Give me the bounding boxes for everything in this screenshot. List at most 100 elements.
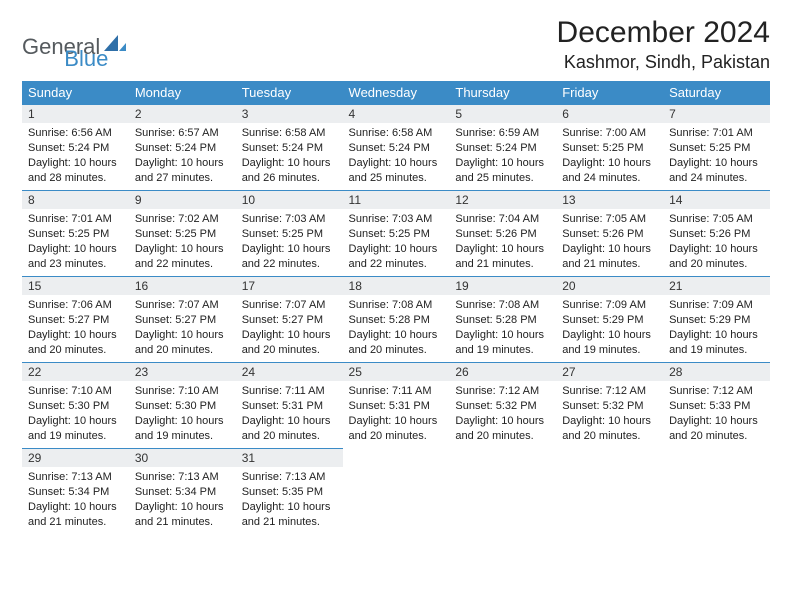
day-number: 18 [343, 277, 450, 295]
title-block: December 2024 Kashmor, Sindh, Pakistan [557, 16, 770, 73]
sunset-line: Sunset: 5:25 PM [135, 227, 230, 242]
sunset-line: Sunset: 5:25 PM [349, 227, 444, 242]
daylight-line: Daylight: 10 hours and 20 minutes. [562, 414, 657, 444]
sunrise-line: Sunrise: 6:59 AM [455, 126, 550, 141]
sunrise-line: Sunrise: 7:05 AM [562, 212, 657, 227]
calendar-row: 15Sunrise: 7:06 AMSunset: 5:27 PMDayligh… [22, 277, 770, 363]
day-number: 31 [236, 449, 343, 467]
sunrise-line: Sunrise: 7:00 AM [562, 126, 657, 141]
day-info: Sunrise: 7:09 AMSunset: 5:29 PMDaylight:… [663, 295, 770, 361]
day-number: 9 [129, 191, 236, 209]
sunset-line: Sunset: 5:26 PM [455, 227, 550, 242]
day-info: Sunrise: 7:11 AMSunset: 5:31 PMDaylight:… [236, 381, 343, 447]
day-info: Sunrise: 7:07 AMSunset: 5:27 PMDaylight:… [129, 295, 236, 361]
calendar-cell: 21Sunrise: 7:09 AMSunset: 5:29 PMDayligh… [663, 277, 770, 363]
month-title: December 2024 [557, 16, 770, 50]
sunrise-line: Sunrise: 7:10 AM [135, 384, 230, 399]
sunset-line: Sunset: 5:24 PM [349, 141, 444, 156]
sunset-line: Sunset: 5:30 PM [28, 399, 123, 414]
sunset-line: Sunset: 5:34 PM [135, 485, 230, 500]
daylight-line: Daylight: 10 hours and 24 minutes. [669, 156, 764, 186]
day-number: 24 [236, 363, 343, 381]
sunrise-line: Sunrise: 7:02 AM [135, 212, 230, 227]
calendar-cell: 6Sunrise: 7:00 AMSunset: 5:25 PMDaylight… [556, 105, 663, 191]
day-info: Sunrise: 7:01 AMSunset: 5:25 PMDaylight:… [663, 123, 770, 189]
weekday-header: Thursday [449, 81, 556, 105]
sunset-line: Sunset: 5:32 PM [455, 399, 550, 414]
sunrise-line: Sunrise: 6:58 AM [349, 126, 444, 141]
day-info: Sunrise: 7:13 AMSunset: 5:35 PMDaylight:… [236, 467, 343, 533]
calendar-cell: 3Sunrise: 6:58 AMSunset: 5:24 PMDaylight… [236, 105, 343, 191]
calendar-cell: 16Sunrise: 7:07 AMSunset: 5:27 PMDayligh… [129, 277, 236, 363]
sunset-line: Sunset: 5:25 PM [242, 227, 337, 242]
daylight-line: Daylight: 10 hours and 28 minutes. [28, 156, 123, 186]
day-number: 13 [556, 191, 663, 209]
day-info: Sunrise: 7:09 AMSunset: 5:29 PMDaylight:… [556, 295, 663, 361]
sunrise-line: Sunrise: 7:07 AM [242, 298, 337, 313]
sunrise-line: Sunrise: 7:01 AM [669, 126, 764, 141]
calendar-cell: 9Sunrise: 7:02 AMSunset: 5:25 PMDaylight… [129, 191, 236, 277]
day-info: Sunrise: 7:10 AMSunset: 5:30 PMDaylight:… [129, 381, 236, 447]
sunrise-line: Sunrise: 6:56 AM [28, 126, 123, 141]
daylight-line: Daylight: 10 hours and 20 minutes. [349, 328, 444, 358]
calendar-page: General Blue December 2024 Kashmor, Sind… [0, 0, 792, 551]
calendar-cell: 10Sunrise: 7:03 AMSunset: 5:25 PMDayligh… [236, 191, 343, 277]
daylight-line: Daylight: 10 hours and 20 minutes. [242, 414, 337, 444]
day-number: 3 [236, 105, 343, 123]
daylight-line: Daylight: 10 hours and 22 minutes. [349, 242, 444, 272]
day-info: Sunrise: 7:12 AMSunset: 5:32 PMDaylight:… [449, 381, 556, 447]
sunrise-line: Sunrise: 7:13 AM [135, 470, 230, 485]
calendar-cell: 14Sunrise: 7:05 AMSunset: 5:26 PMDayligh… [663, 191, 770, 277]
calendar-table: Sunday Monday Tuesday Wednesday Thursday… [22, 81, 770, 535]
sunset-line: Sunset: 5:35 PM [242, 485, 337, 500]
daylight-line: Daylight: 10 hours and 24 minutes. [562, 156, 657, 186]
day-number: 4 [343, 105, 450, 123]
day-number: 22 [22, 363, 129, 381]
sunset-line: Sunset: 5:28 PM [455, 313, 550, 328]
daylight-line: Daylight: 10 hours and 21 minutes. [562, 242, 657, 272]
daylight-line: Daylight: 10 hours and 20 minutes. [669, 242, 764, 272]
day-number: 28 [663, 363, 770, 381]
daylight-line: Daylight: 10 hours and 20 minutes. [28, 328, 123, 358]
daylight-line: Daylight: 10 hours and 25 minutes. [349, 156, 444, 186]
day-info: Sunrise: 6:59 AMSunset: 5:24 PMDaylight:… [449, 123, 556, 189]
day-info: Sunrise: 7:12 AMSunset: 5:33 PMDaylight:… [663, 381, 770, 447]
sunrise-line: Sunrise: 7:13 AM [28, 470, 123, 485]
day-number: 27 [556, 363, 663, 381]
sunset-line: Sunset: 5:24 PM [135, 141, 230, 156]
sunset-line: Sunset: 5:24 PM [28, 141, 123, 156]
calendar-cell: 17Sunrise: 7:07 AMSunset: 5:27 PMDayligh… [236, 277, 343, 363]
calendar-cell: 27Sunrise: 7:12 AMSunset: 5:32 PMDayligh… [556, 363, 663, 449]
day-number: 23 [129, 363, 236, 381]
day-number: 20 [556, 277, 663, 295]
day-number: 11 [343, 191, 450, 209]
calendar-row: 29Sunrise: 7:13 AMSunset: 5:34 PMDayligh… [22, 449, 770, 535]
sunset-line: Sunset: 5:25 PM [28, 227, 123, 242]
calendar-cell: 19Sunrise: 7:08 AMSunset: 5:28 PMDayligh… [449, 277, 556, 363]
calendar-cell: 20Sunrise: 7:09 AMSunset: 5:29 PMDayligh… [556, 277, 663, 363]
day-info: Sunrise: 7:05 AMSunset: 5:26 PMDaylight:… [663, 209, 770, 275]
calendar-cell: 8Sunrise: 7:01 AMSunset: 5:25 PMDaylight… [22, 191, 129, 277]
day-info: Sunrise: 7:03 AMSunset: 5:25 PMDaylight:… [343, 209, 450, 275]
calendar-cell [663, 449, 770, 535]
calendar-cell: 22Sunrise: 7:10 AMSunset: 5:30 PMDayligh… [22, 363, 129, 449]
calendar-cell: 13Sunrise: 7:05 AMSunset: 5:26 PMDayligh… [556, 191, 663, 277]
calendar-cell: 4 Sunrise: 6:58 AMSunset: 5:24 PMDaylight… [343, 105, 450, 191]
day-number: 21 [663, 277, 770, 295]
daylight-line: Daylight: 10 hours and 19 minutes. [135, 414, 230, 444]
sunset-line: Sunset: 5:31 PM [349, 399, 444, 414]
sunset-line: Sunset: 5:34 PM [28, 485, 123, 500]
daylight-line: Daylight: 10 hours and 20 minutes. [455, 414, 550, 444]
sunrise-line: Sunrise: 7:01 AM [28, 212, 123, 227]
calendar-cell: 30Sunrise: 7:13 AMSunset: 5:34 PMDayligh… [129, 449, 236, 535]
sunset-line: Sunset: 5:33 PM [669, 399, 764, 414]
day-number: 6 [556, 105, 663, 123]
weekday-header: Monday [129, 81, 236, 105]
sunrise-line: Sunrise: 7:09 AM [669, 298, 764, 313]
sunset-line: Sunset: 5:31 PM [242, 399, 337, 414]
daylight-line: Daylight: 10 hours and 22 minutes. [242, 242, 337, 272]
logo-text-blue: Blue [64, 46, 108, 72]
calendar-cell: 26Sunrise: 7:12 AMSunset: 5:32 PMDayligh… [449, 363, 556, 449]
day-number: 17 [236, 277, 343, 295]
weekday-header: Saturday [663, 81, 770, 105]
